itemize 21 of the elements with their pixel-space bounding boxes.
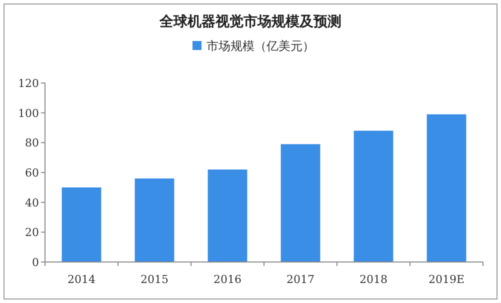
x-tick-label: 2019E <box>428 273 465 286</box>
y-tick-label: 120 <box>18 77 39 90</box>
y-tick-label: 80 <box>25 136 39 150</box>
y-tick-label: 100 <box>18 106 39 120</box>
x-tick-label: 2015 <box>140 273 168 286</box>
bar <box>426 114 466 262</box>
y-tick-label: 40 <box>25 196 39 210</box>
bar <box>354 130 394 262</box>
x-tick-label: 2016 <box>214 273 242 286</box>
bar <box>208 170 248 262</box>
x-tick-label: 2018 <box>360 273 388 286</box>
y-tick-label: 0 <box>32 256 39 269</box>
y-tick-label: 20 <box>25 226 39 240</box>
legend-label: 市场规模（亿美元） <box>206 39 314 53</box>
bar <box>280 144 320 262</box>
x-tick-label: 2014 <box>68 273 96 286</box>
bar <box>62 187 102 262</box>
x-tick-label: 2017 <box>286 273 314 286</box>
bar <box>134 178 174 262</box>
y-tick-label: 60 <box>25 166 39 180</box>
chart-title: 全球机器视觉市场规模及预测 <box>158 13 342 30</box>
